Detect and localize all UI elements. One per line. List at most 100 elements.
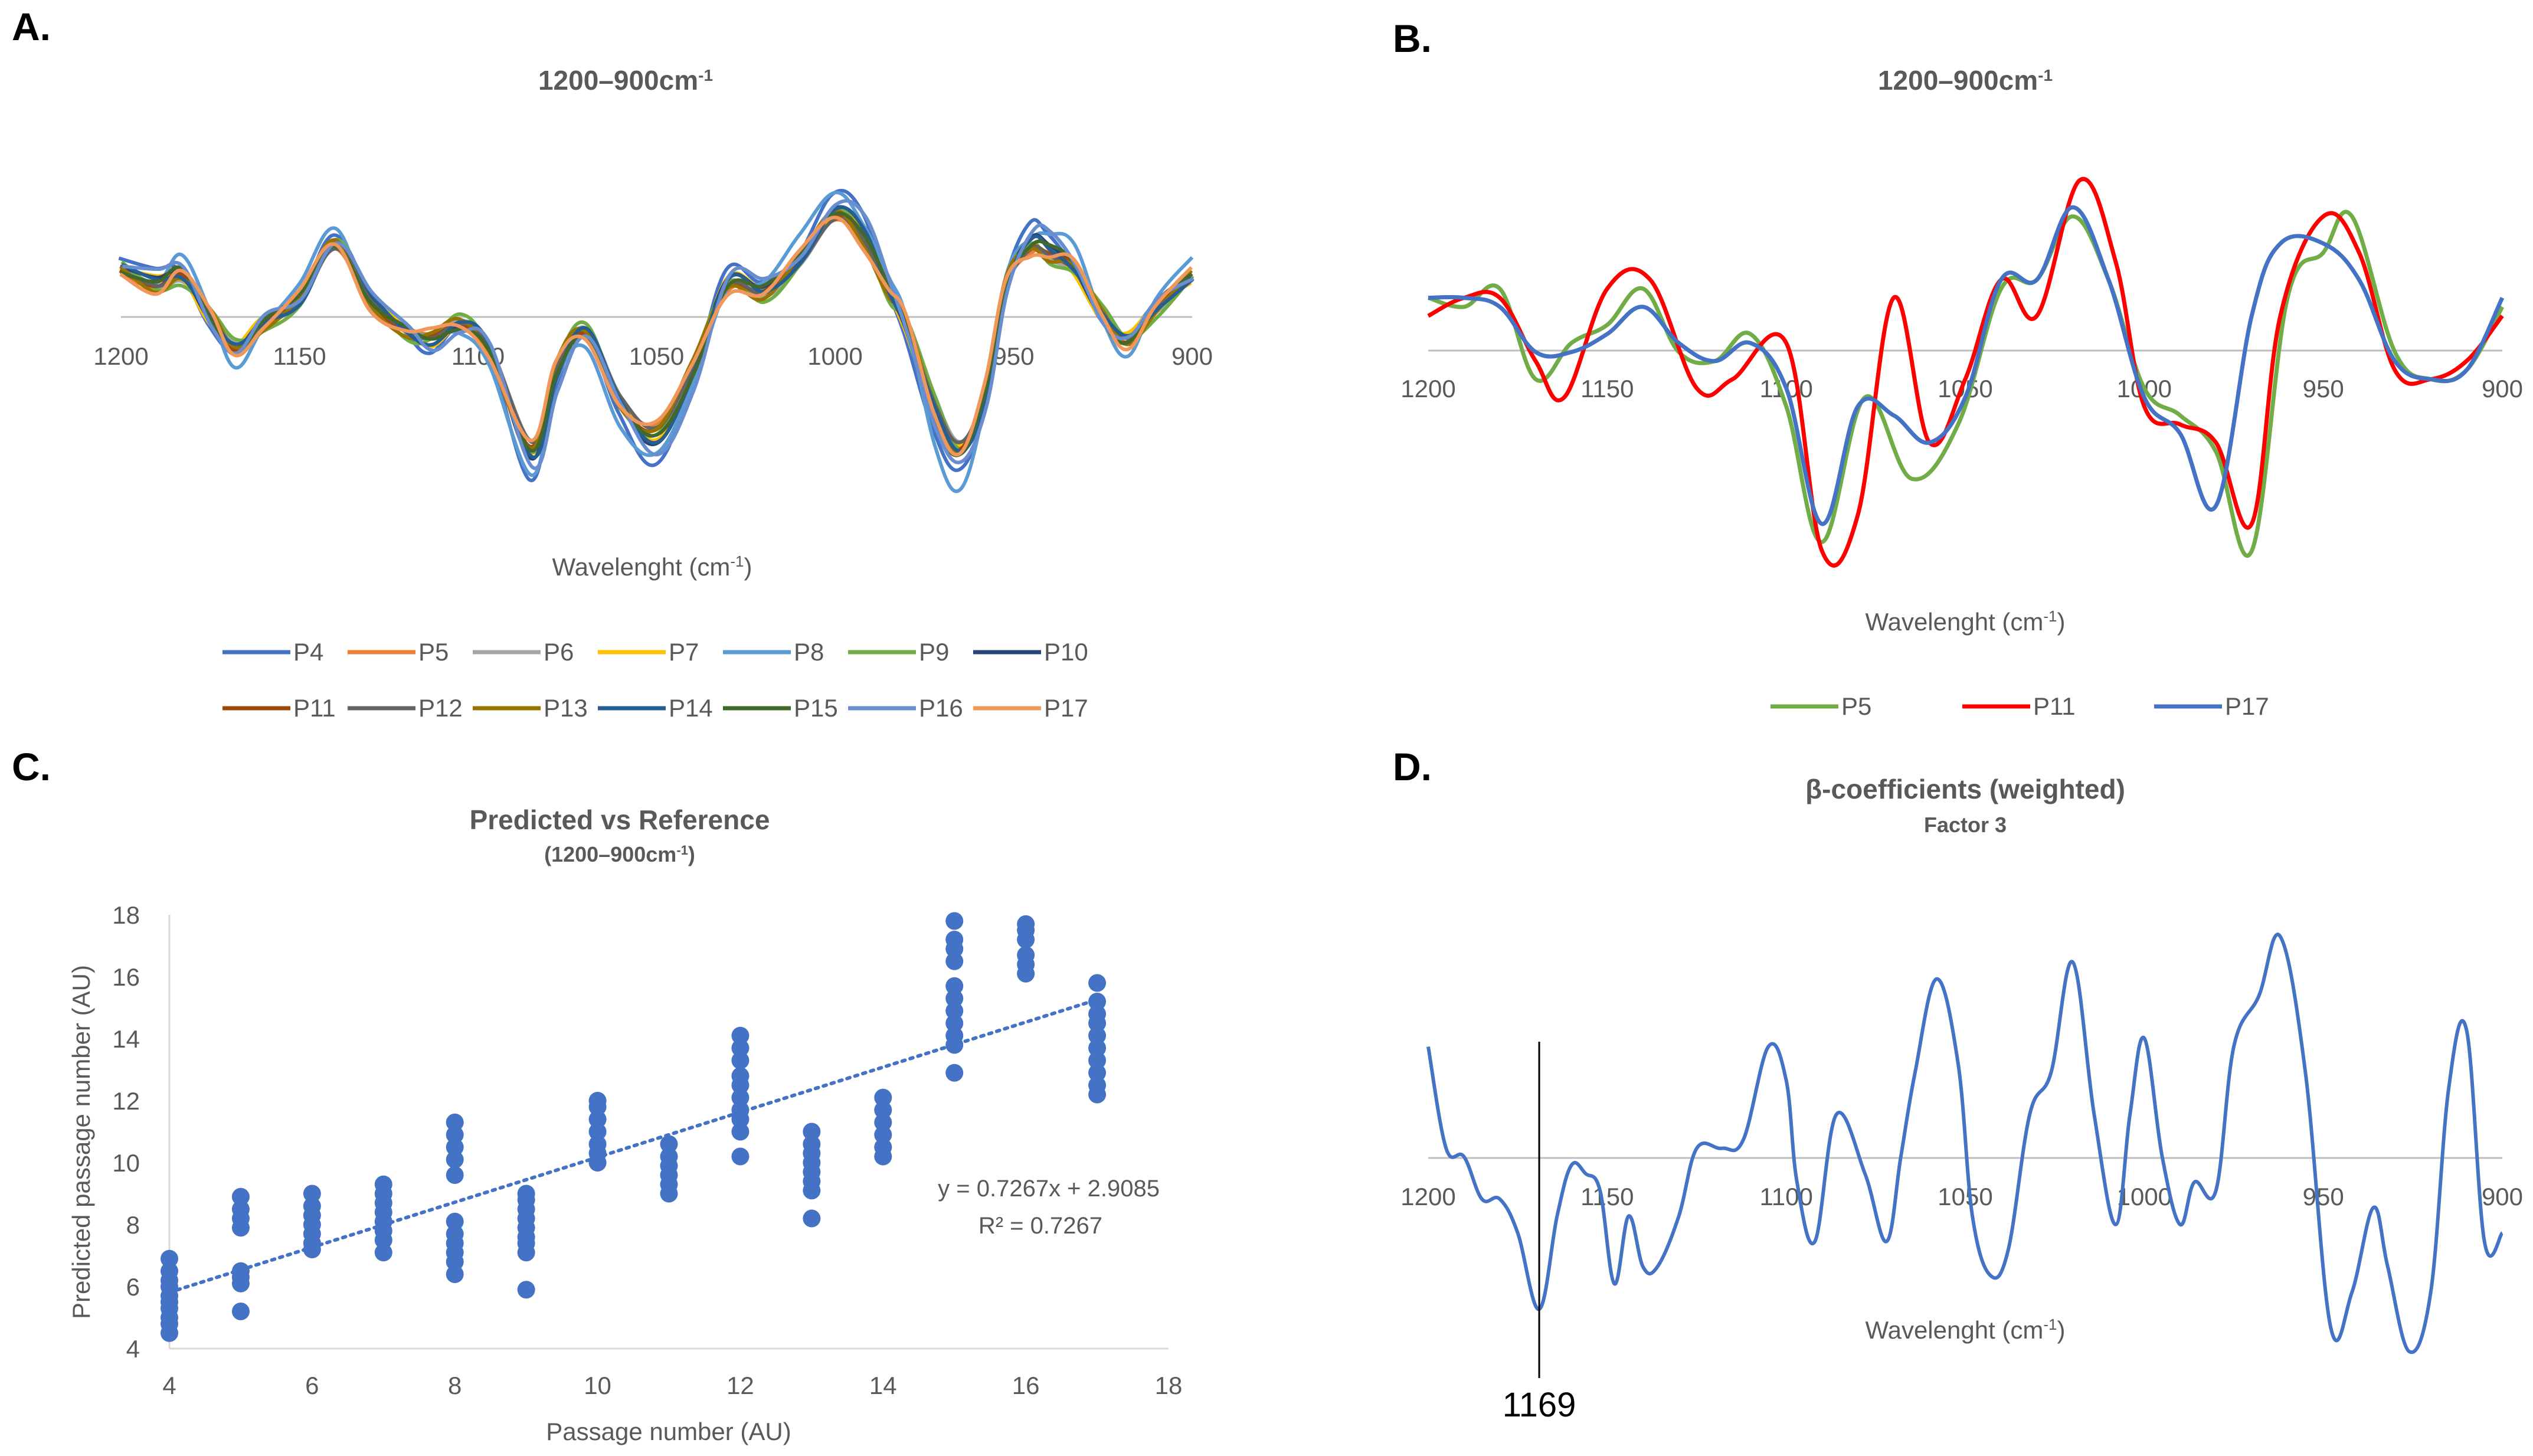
panel-a-x-tick-1150: 1150 — [273, 342, 326, 370]
panel-c-point — [1088, 974, 1107, 992]
panel-a-legend-label-P4: P4 — [293, 638, 323, 666]
panel-c-x-tick-10: 10 — [584, 1372, 611, 1399]
panel-c-x-tick-4: 4 — [162, 1372, 176, 1399]
panel-c-y-tick-14: 14 — [112, 1025, 140, 1053]
panel-c-trendline — [168, 997, 1099, 1294]
panel-d-x-tick-1200: 1200 — [1400, 1183, 1455, 1210]
panel-c-point — [1017, 946, 1035, 964]
panel-c-point — [161, 1249, 178, 1268]
panel-a-legend-label-P15: P15 — [794, 694, 838, 722]
panel-c-points — [161, 912, 1107, 1342]
panel-a-legend-label-P16: P16 — [919, 694, 963, 722]
panel-b-label: B. — [1393, 17, 1432, 60]
panel-a-legend-label-P5: P5 — [418, 638, 449, 666]
panel-c-subtitle: (1200–900cm-1) — [544, 842, 695, 866]
panel-a-line-P17 — [119, 215, 1193, 457]
panel-c-point — [731, 1039, 750, 1057]
panel-c-point — [1088, 993, 1107, 1010]
panel-b-series-lines — [1427, 176, 2505, 568]
panel-b-x-axis-title: Wavelenght (cm-1) — [1866, 607, 2066, 636]
panel-a-legend-label-P14: P14 — [669, 694, 713, 722]
panel-c-point — [231, 1303, 250, 1320]
panel-c-point — [374, 1175, 392, 1193]
panel-c-point — [874, 1125, 892, 1144]
panel-a-legend-label-P7: P7 — [669, 638, 699, 666]
panel-c-point — [1088, 1076, 1107, 1094]
panel-c-point — [731, 1051, 750, 1069]
panel-c-point — [874, 1101, 892, 1119]
panel-d-line-beta — [1426, 933, 2504, 1354]
panel-c-point — [945, 989, 964, 1007]
panel-c-point — [945, 1026, 964, 1045]
panel-b-line-P5 — [1427, 210, 2505, 558]
panel-c-point — [303, 1185, 321, 1203]
panel-c-point — [945, 931, 964, 948]
panel-b-title: 1200–900cm-1 — [1878, 65, 2053, 96]
panel-a-label: A. — [12, 5, 51, 48]
panel-c-point — [803, 1135, 821, 1153]
panel-c-point — [945, 952, 964, 970]
panel-c-point — [588, 1092, 607, 1110]
panel-c-r-squared: R² = 0.7267 — [978, 1213, 1102, 1239]
panel-c-point — [588, 1135, 607, 1153]
panel-c-point — [1017, 915, 1035, 933]
panel-a-legend-label-P6: P6 — [544, 638, 574, 666]
panel-b-x-tick-950: 950 — [2303, 375, 2344, 403]
panel-c-x-tick-12: 12 — [726, 1372, 754, 1399]
panel-d: D. β-coefficients (weighted) Factor 3 12… — [1393, 745, 2523, 1424]
panel-c-point — [874, 1138, 892, 1156]
panel-a-legend-label-P10: P10 — [1044, 638, 1088, 666]
panel-c-point — [731, 1026, 750, 1045]
panel-d-x-tick-1000: 1000 — [2117, 1183, 2172, 1210]
panel-c-title: Predicted vs Reference — [470, 804, 770, 835]
panel-c-point — [446, 1150, 464, 1169]
panel-c-point — [1088, 1026, 1107, 1045]
panel-a-x-tick-1000: 1000 — [807, 342, 862, 370]
panel-a-legend-label-P17: P17 — [1044, 694, 1088, 722]
panel-c-y-tick-18: 18 — [112, 901, 140, 929]
panel-a-x-tick-950: 950 — [993, 342, 1034, 370]
panel-c-point — [660, 1147, 678, 1166]
panel-c-point — [517, 1185, 535, 1203]
panel-a-legend-label-P11: P11 — [293, 694, 336, 722]
panel-a-x-axis-title: Wavelenght (cm-1) — [552, 552, 752, 581]
panel-c-point — [945, 1002, 964, 1020]
panel-c-point — [231, 1187, 250, 1206]
panel-b-line-P17 — [1428, 205, 2505, 526]
panel-c-point — [446, 1125, 464, 1144]
panel-c-x-tick-6: 6 — [305, 1372, 319, 1399]
panel-c-point — [588, 1110, 607, 1128]
panel-c-point — [1088, 1064, 1107, 1082]
panel-d-x-axis-title: Wavelenght (cm-1) — [1866, 1316, 2066, 1344]
panel-d-x-tick-900: 900 — [2482, 1183, 2523, 1210]
panel-d-x-tick-1150: 1150 — [1580, 1183, 1634, 1210]
panel-a-x-tick-900: 900 — [1171, 342, 1213, 370]
panel-c-y-tick-6: 6 — [126, 1273, 140, 1301]
panel-b-legend-label-P5: P5 — [1841, 692, 1871, 720]
panel-c-point — [446, 1265, 464, 1283]
panel-a-legend: P4 P5 P6 P7 P8 P9 P10 P11 P12 P13 P14 P15 P16 P17 — [222, 638, 1088, 722]
panel-c-point — [731, 1088, 750, 1107]
panel-c-x-tick-18: 18 — [1155, 1372, 1183, 1399]
panel-c-y-axis-title: Predicted passage number (AU) — [67, 965, 95, 1319]
panel-c-point — [161, 1262, 178, 1280]
panel-d-x-ticks: 1200 1150 1100 1050 1000 950 900 — [1400, 1183, 2523, 1210]
panel-a-title: 1200–900cm-1 — [538, 65, 713, 96]
panel-d-x-tick-1050: 1050 — [1938, 1183, 1992, 1210]
panel-c-x-axis-title: Passage number (AU) — [546, 1418, 791, 1445]
panel-b-legend-label-P11: P11 — [2033, 692, 2076, 720]
panel-c-point — [731, 1123, 750, 1141]
panel-a-line-P16 — [122, 199, 1194, 470]
panel-a-legend-label-P12: P12 — [418, 694, 463, 722]
panel-c-point — [303, 1197, 321, 1215]
panel-c-ticks: 4 6 8 10 12 14 16 18 4 6 8 10 12 14 16 18 — [112, 901, 1182, 1399]
panel-a-x-ticks: 1200 1150 1100 1050 1000 950 900 — [93, 342, 1213, 370]
panel-c-point — [731, 1101, 750, 1119]
panel-c-point — [803, 1209, 821, 1228]
panel-a-legend-label-P13: P13 — [544, 694, 588, 722]
panel-b-line-P11 — [1427, 176, 2504, 568]
panel-c-x-tick-16: 16 — [1012, 1372, 1040, 1399]
panel-b-legend: P5 P11 P17 — [1771, 692, 2269, 720]
panel-c-point — [945, 977, 964, 995]
